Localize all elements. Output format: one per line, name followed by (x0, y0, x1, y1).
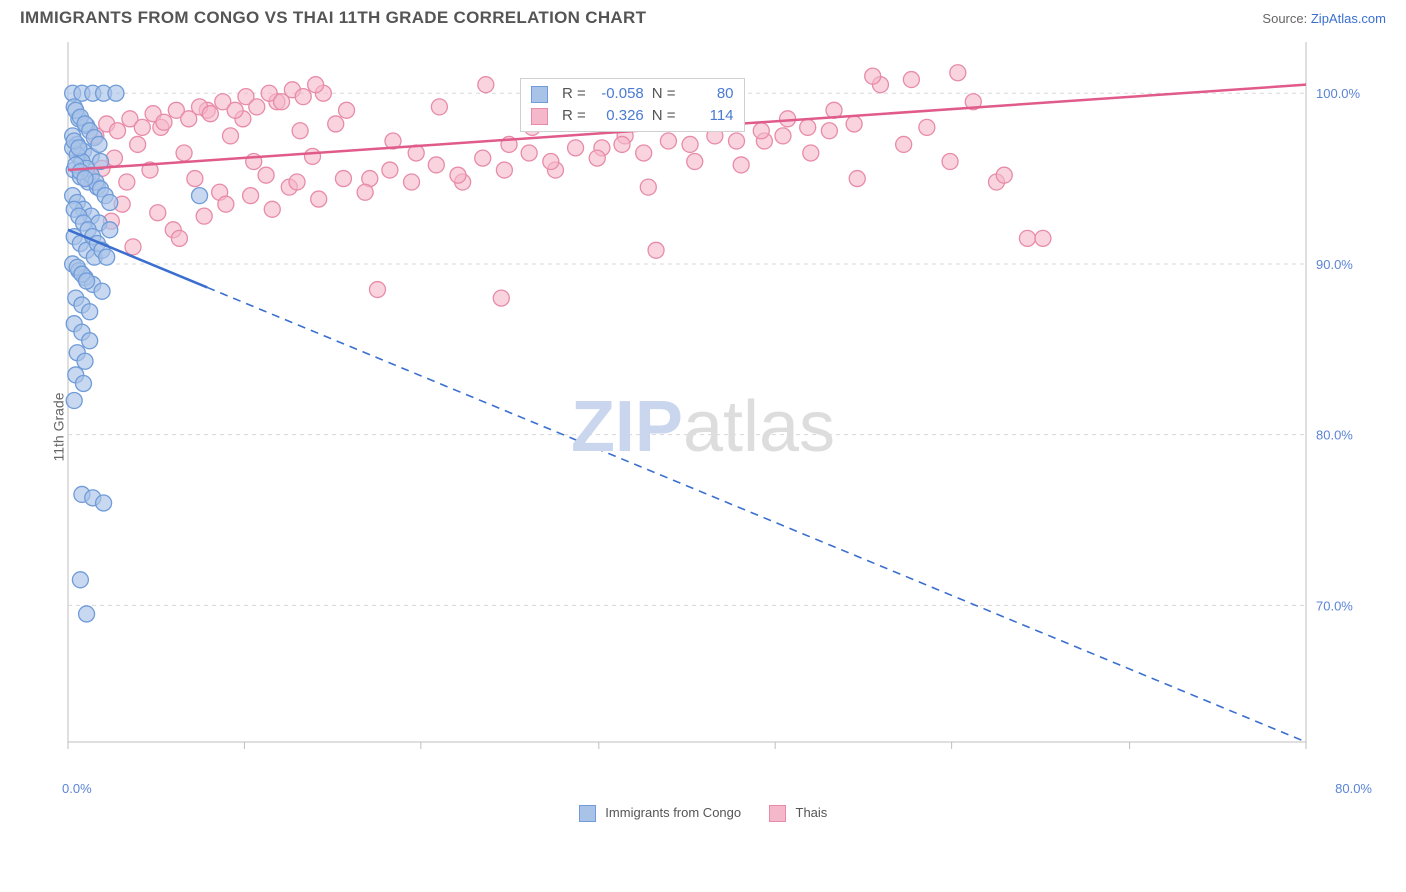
stats-row-1: R = -0.058 N = 80 (531, 83, 734, 105)
stats-legend-box: R = -0.058 N = 80 R = 0.326 N = 114 (520, 78, 745, 132)
header: IMMIGRANTS FROM CONGO VS THAI 11TH GRADE… (0, 0, 1406, 32)
chart-area: 11th Grade 70.0%80.0%90.0%100.0% ZIPatla… (20, 32, 1386, 822)
svg-text:80.0%: 80.0% (1316, 428, 1353, 443)
y-axis-label: 11th Grade (51, 392, 67, 461)
legend-swatch-series1 (531, 86, 548, 103)
scatter-plot-svg: 70.0% 80.0% 90.0% 100.0% (20, 32, 1386, 792)
stats-row-2: R = 0.326 N = 114 (531, 105, 734, 127)
bottom-legend: Immigrants from Congo Thais (20, 805, 1386, 822)
chart-title: IMMIGRANTS FROM CONGO VS THAI 11TH GRADE… (20, 8, 646, 28)
legend-swatch-1 (579, 805, 596, 822)
svg-text:100.0%: 100.0% (1316, 86, 1361, 101)
svg-text:70.0%: 70.0% (1316, 598, 1353, 613)
legend-swatch-series2 (531, 108, 548, 125)
legend-item-2: Thais (769, 805, 827, 822)
source-link[interactable]: ZipAtlas.com (1311, 11, 1386, 26)
x-axis-start-label: 0.0% (62, 781, 92, 796)
source-label: Source: ZipAtlas.com (1262, 11, 1386, 26)
svg-text:90.0%: 90.0% (1316, 257, 1353, 272)
x-axis-end-label: 80.0% (1335, 781, 1372, 796)
legend-item-1: Immigrants from Congo (579, 805, 741, 822)
legend-swatch-2 (769, 805, 786, 822)
